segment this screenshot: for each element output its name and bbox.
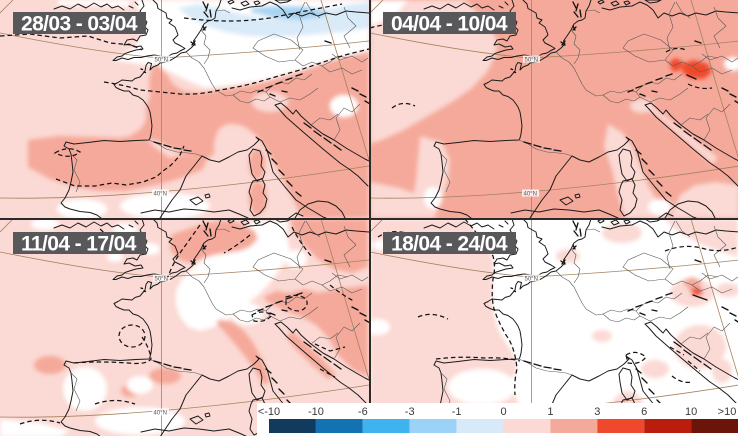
svg-text:3: 3: [594, 406, 600, 418]
svg-text:-3: -3: [405, 406, 415, 418]
svg-text:10: 10: [685, 406, 697, 418]
svg-text:0: 0: [500, 406, 506, 418]
svg-text:-6: -6: [358, 406, 368, 418]
svg-text:11/04 - 17/04: 11/04 - 17/04: [21, 233, 137, 256]
svg-text:1: 1: [547, 406, 553, 418]
svg-text:-10: -10: [308, 406, 324, 418]
svg-text:>10: >10: [718, 406, 737, 418]
svg-text:18/04 - 24/04: 18/04 - 24/04: [391, 233, 508, 256]
svg-text:-1: -1: [452, 406, 462, 418]
svg-text:<-10: <-10: [258, 406, 280, 418]
svg-text:28/03 - 03/04: 28/03 - 03/04: [21, 13, 138, 36]
svg-text:04/04 - 10/04: 04/04 - 10/04: [391, 13, 508, 36]
svg-text:6: 6: [641, 406, 647, 418]
